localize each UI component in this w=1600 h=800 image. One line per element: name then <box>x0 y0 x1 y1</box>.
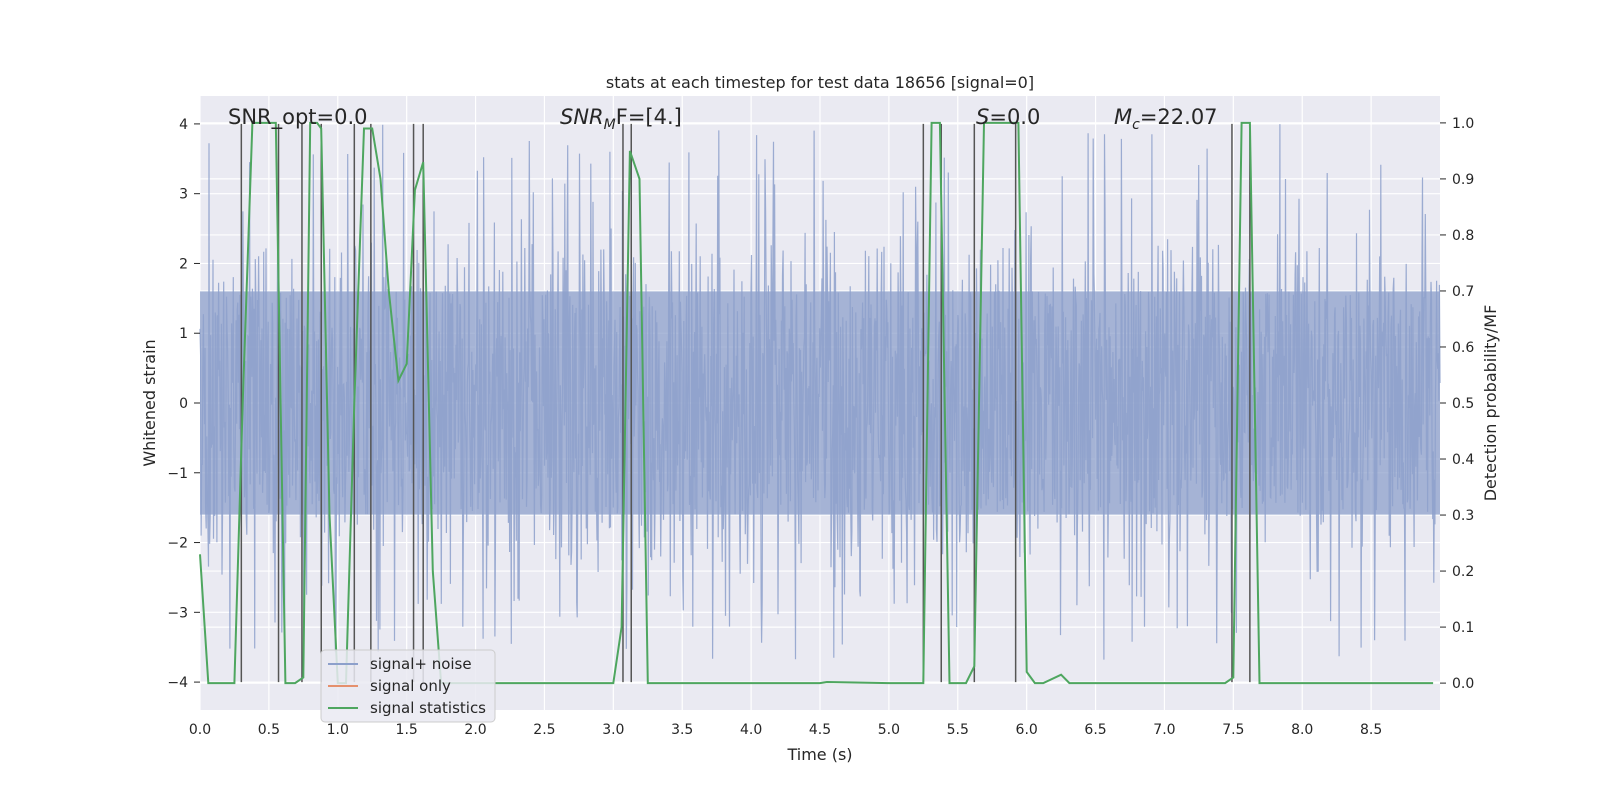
y-tick-label: 1 <box>179 326 188 342</box>
y2-tick-label: 0.8 <box>1452 228 1474 244</box>
x-tick-label: 1.5 <box>396 722 418 738</box>
x-tick-label: 8.5 <box>1360 722 1382 738</box>
legend-box <box>320 649 496 723</box>
x-tick-label: 4.0 <box>740 722 762 738</box>
annotation-snr-mf-rest: F=[4.] <box>616 105 682 129</box>
y-tick-labels: −4 −3 −2 −1 0 1 2 3 4 <box>167 117 200 691</box>
annotation-s-rest: =0.0 <box>989 105 1040 129</box>
y2-tick-label: 0.0 <box>1452 676 1474 692</box>
y-tick-label: 0 <box>179 396 188 412</box>
y-tick-label: 3 <box>179 187 188 203</box>
annotation-s-base: S <box>976 105 989 129</box>
annotation-s: S=0.0 <box>976 105 1040 129</box>
x-tick-label: 6.0 <box>1016 722 1038 738</box>
annotation-mc: Mc=22.07 <box>1114 105 1218 133</box>
x-axis-label: Time (s) <box>786 745 852 764</box>
y2-tick-label: 0.4 <box>1452 452 1474 468</box>
y2-tick-label: 0.2 <box>1452 564 1474 580</box>
x-tick-label: 6.5 <box>1084 722 1106 738</box>
annotation-mc-sub: c <box>1132 117 1140 133</box>
y-tick-label: 4 <box>179 117 188 133</box>
y2-axis-label: Detection probability/MF <box>1481 305 1500 502</box>
signal-statistics-series <box>199 121 1434 685</box>
y2-tick-label: 1.0 <box>1452 116 1474 132</box>
y-tick-label: −4 <box>167 675 188 691</box>
x-tick-label: 2.0 <box>464 722 486 738</box>
y2-tick-label: 0.6 <box>1452 340 1474 356</box>
annotation-snr-opt: SNR_opt=0.0 <box>228 105 368 130</box>
y2-tick-labels: 0.0 0.1 0.2 0.3 0.4 0.5 0.6 0.7 0.8 0.9 1.0 <box>1440 116 1474 692</box>
annotation-mc-rest: =22.07 <box>1140 105 1218 129</box>
x-tick-label: 3.5 <box>671 722 693 738</box>
annotation-snr-mf-sub: M <box>604 117 616 133</box>
noise-series <box>199 124 1441 660</box>
y-axis-label: Whitened strain <box>140 339 159 466</box>
annotation-snr-mf-base: SNR <box>560 105 604 129</box>
annotation-snr-mf: SNRMF=[4.] <box>560 105 682 133</box>
annotation-mc-base: M <box>1114 105 1132 129</box>
x-tick-label: 2.5 <box>533 722 555 738</box>
y2-tick-label: 0.1 <box>1452 620 1474 636</box>
y2-tick-label: 0.5 <box>1452 396 1474 412</box>
chart-title: stats at each timestep for test data 186… <box>606 73 1034 92</box>
x-tick-label: 7.5 <box>1222 722 1244 738</box>
signal-statistics-line <box>199 121 1434 685</box>
x-tick-labels: 0.0 0.5 1.0 1.5 2.0 2.5 3.0 3.5 4.0 4.5 5.0 5.5 6.0 6… <box>189 722 1382 738</box>
x-tick-label: 5.0 <box>878 722 900 738</box>
x-tick-label: 5.5 <box>947 722 969 738</box>
x-tick-label: 0.0 <box>189 722 211 738</box>
y-tick-label: −3 <box>167 605 188 621</box>
legend: signal+ noise signal only signal statist… <box>320 649 496 723</box>
noise-band <box>200 291 1440 515</box>
legend-label-noise: signal+ noise <box>370 655 472 673</box>
x-tick-label: 7.0 <box>1153 722 1175 738</box>
x-tick-label: 0.5 <box>258 722 280 738</box>
x-tick-label: 1.0 <box>327 722 349 738</box>
y-tick-label: −1 <box>167 466 188 482</box>
x-tick-label: 8.0 <box>1291 722 1313 738</box>
y2-tick-label: 0.3 <box>1452 508 1474 524</box>
y2-tick-label: 0.7 <box>1452 284 1474 300</box>
y-tick-label: −2 <box>167 536 188 552</box>
legend-label-signal: signal only <box>370 677 451 695</box>
y2-tick-label: 0.9 <box>1452 172 1474 188</box>
x-tick-label: 4.5 <box>809 722 831 738</box>
y-tick-label: 2 <box>179 256 188 272</box>
x-tick-label: 3.0 <box>602 722 624 738</box>
legend-label-statistics: signal statistics <box>370 699 486 717</box>
